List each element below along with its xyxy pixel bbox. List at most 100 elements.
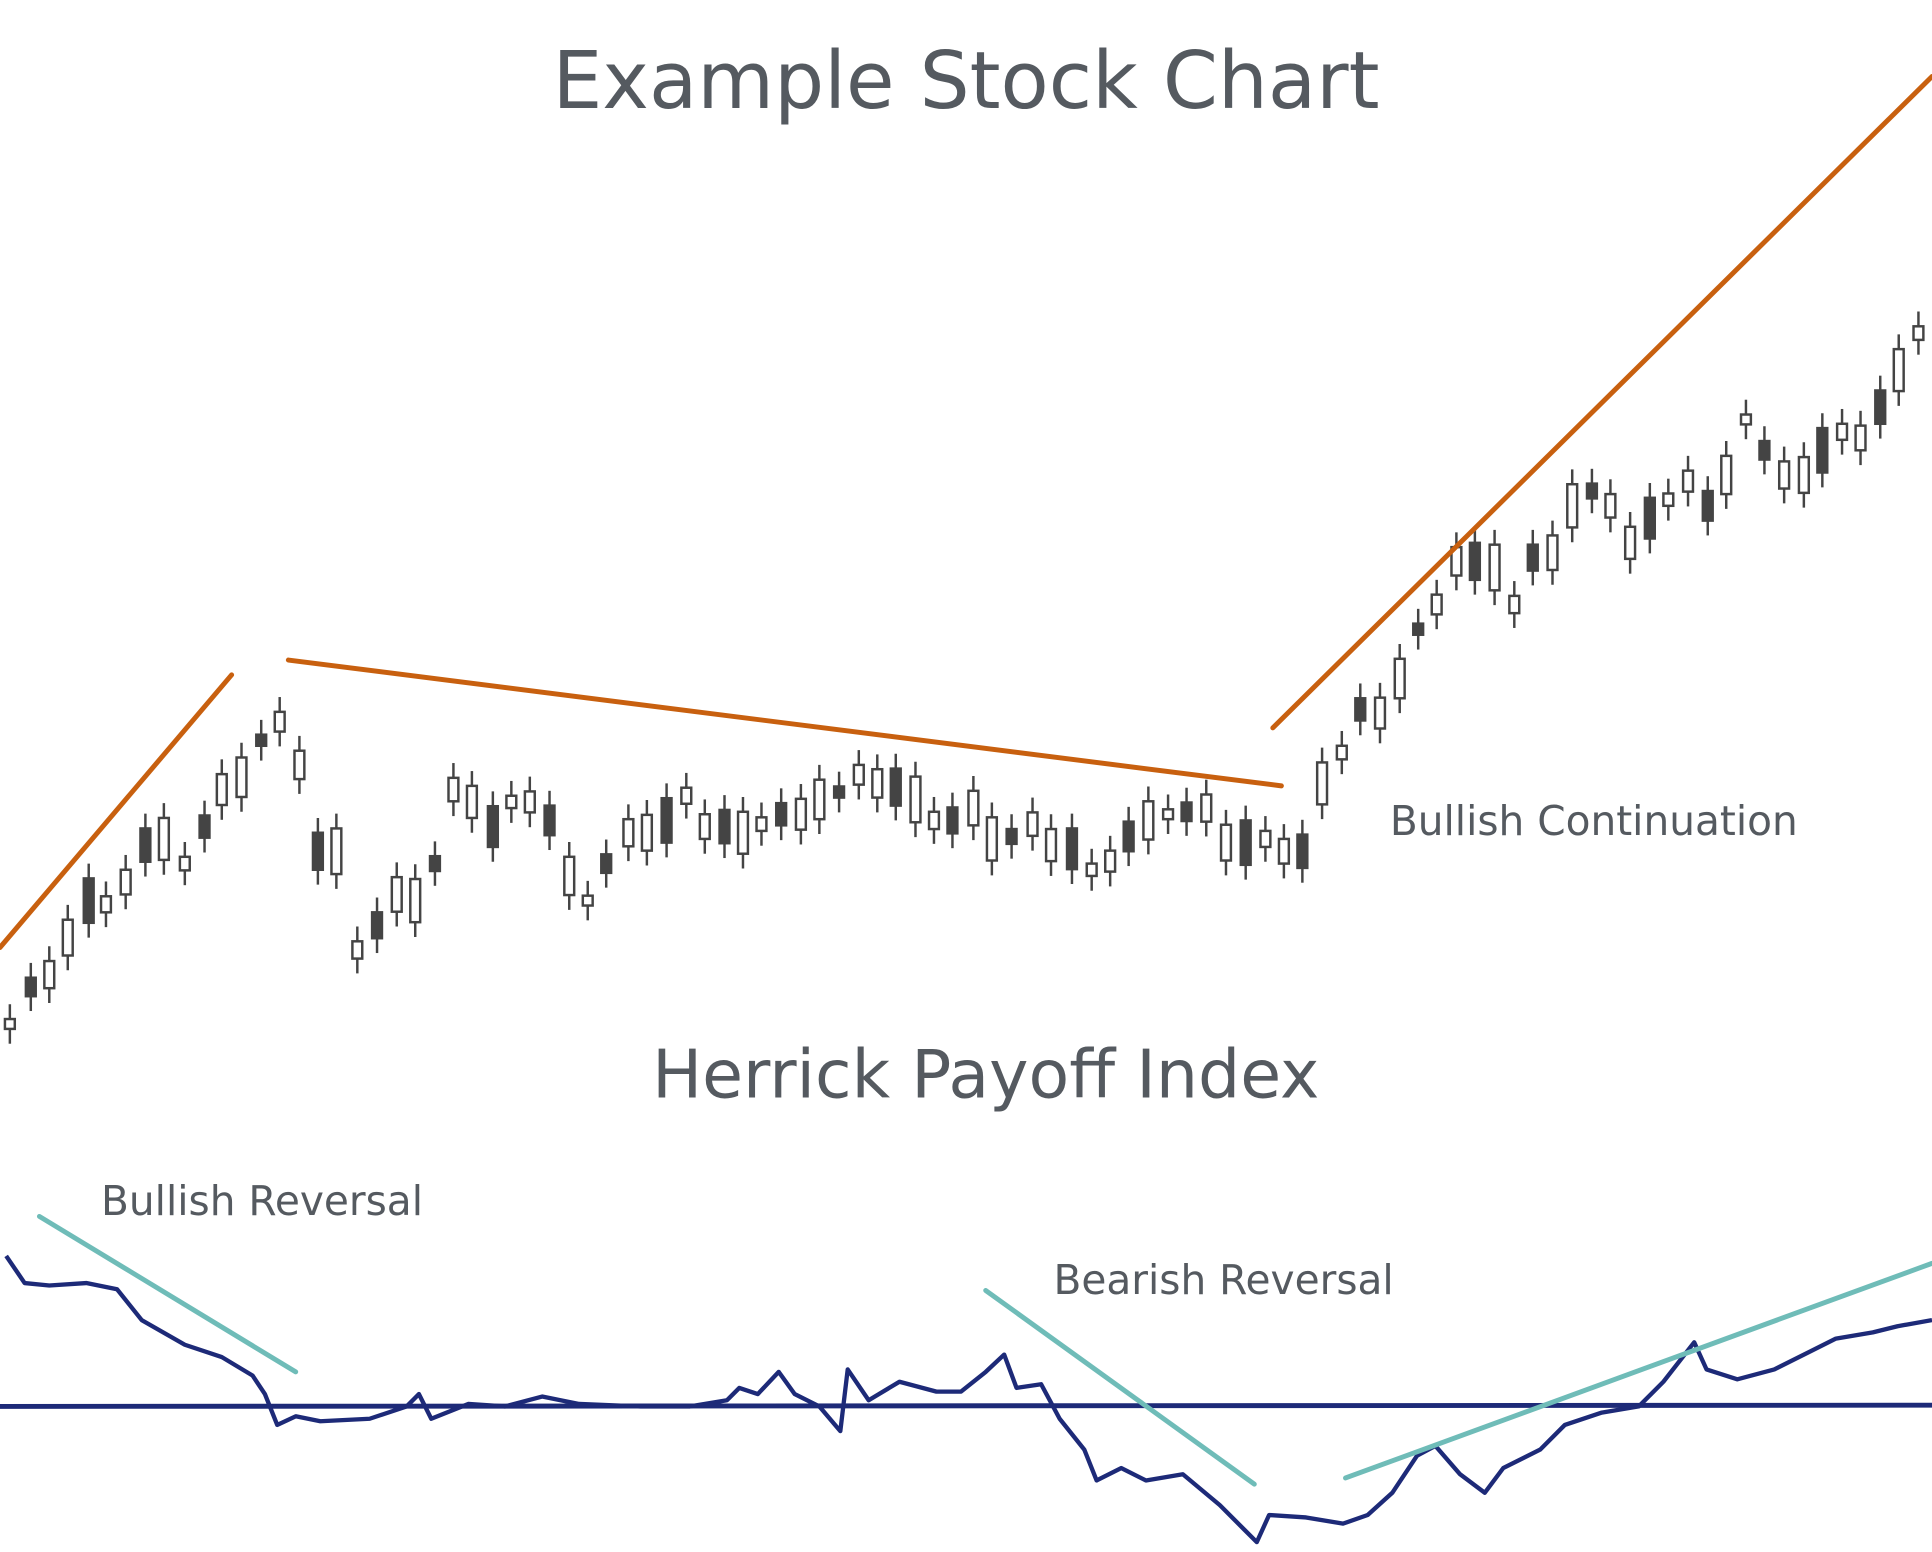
candle-body	[43, 959, 56, 990]
candle-body	[1720, 454, 1733, 496]
candle-body	[330, 827, 343, 876]
candle-body	[1701, 489, 1714, 522]
candle-body	[622, 817, 635, 848]
candle-body	[755, 816, 768, 833]
candle-body	[1005, 827, 1018, 846]
index-line	[4, 1254, 1932, 1545]
candle-body	[909, 775, 922, 824]
candle-body	[1816, 426, 1829, 474]
candle-body	[311, 831, 325, 871]
candle-body	[82, 877, 95, 925]
candle-body	[3, 1017, 17, 1031]
annotation: Bullish Continuation	[1390, 797, 1798, 845]
candle-body	[61, 918, 74, 957]
candle-body	[273, 710, 286, 733]
candle-body	[1585, 482, 1599, 500]
annotation: Bearish Reversal	[1053, 1256, 1393, 1304]
candle-body	[1488, 543, 1501, 592]
candle-body	[1892, 347, 1905, 393]
candle-body	[351, 940, 364, 960]
reversal-line	[983, 1287, 1257, 1487]
candle-body	[1180, 801, 1193, 823]
candle-body	[1065, 827, 1079, 871]
candle-body	[235, 756, 248, 799]
candle-body	[600, 853, 613, 875]
candle-body	[1777, 460, 1791, 490]
candle-body	[832, 785, 846, 799]
candle-body	[139, 827, 152, 863]
candle-body	[1643, 496, 1656, 540]
candle-body	[523, 790, 536, 814]
candle-body	[1104, 849, 1117, 873]
candle-body	[1508, 594, 1521, 615]
candle-body	[1335, 744, 1348, 761]
candle-body	[543, 804, 556, 837]
candle-body	[871, 767, 884, 799]
candle-body	[1122, 820, 1135, 853]
trend-lines	[0, 74, 1932, 950]
candle-body	[178, 855, 191, 872]
candle-body	[1219, 823, 1233, 862]
candle-body	[698, 813, 711, 841]
candle-body	[1277, 837, 1291, 865]
annotation: Bullish Reversal	[101, 1177, 423, 1225]
candle-body	[1797, 455, 1811, 495]
candle-body	[1546, 534, 1559, 572]
candle-body	[1161, 808, 1175, 821]
reversal-line	[1343, 1260, 1932, 1481]
candle-body	[1623, 525, 1637, 561]
candle-body	[1526, 543, 1539, 572]
candle-body	[581, 894, 594, 907]
candle-body	[119, 868, 132, 896]
candle-body	[1085, 862, 1098, 878]
candle-body	[465, 784, 479, 820]
reversal-lines	[36, 1213, 1932, 1487]
candle-body	[718, 808, 731, 845]
candle-body	[1259, 829, 1272, 849]
candle-body	[505, 794, 518, 810]
candle-body	[985, 816, 999, 862]
reversal-line	[36, 1213, 299, 1375]
candle-body	[447, 776, 460, 803]
candle-body	[255, 733, 268, 748]
candle-body	[889, 767, 902, 807]
candle-body	[1142, 800, 1155, 841]
candle-body	[1239, 819, 1252, 867]
candle-body	[1912, 325, 1925, 342]
candle-body	[198, 814, 211, 839]
subtitle: Herrick Payoff Index	[652, 1036, 1319, 1114]
candle-body	[1026, 811, 1039, 838]
candle-body	[1835, 422, 1849, 442]
candle-body	[736, 810, 750, 855]
candle-body	[660, 796, 673, 844]
candle-body	[640, 813, 654, 852]
zero-line	[0, 1402, 1932, 1409]
trend-line	[285, 657, 1284, 789]
candle-body	[1662, 492, 1675, 508]
candle-body	[157, 816, 171, 862]
candle-body	[486, 804, 500, 849]
trend-line	[1270, 74, 1932, 731]
candle-body	[370, 911, 384, 940]
candle-body	[1354, 697, 1367, 722]
candle-body	[390, 875, 403, 913]
candle-body	[1200, 793, 1213, 823]
candle-body	[927, 810, 941, 831]
candle-body	[1874, 389, 1887, 426]
candle-body	[215, 772, 228, 807]
candlesticks	[3, 311, 1925, 1044]
candle-body	[775, 801, 788, 827]
candle-body	[563, 855, 576, 897]
candle-body	[680, 786, 693, 805]
trend-line	[0, 672, 235, 950]
candle-body	[967, 789, 980, 827]
candle-body	[24, 976, 37, 998]
candle-body	[1854, 424, 1867, 452]
candle-body	[1681, 469, 1695, 493]
candle-body	[1430, 593, 1443, 616]
candle-body	[1468, 541, 1482, 582]
candle-body	[1393, 657, 1406, 700]
candle-body	[813, 778, 826, 821]
